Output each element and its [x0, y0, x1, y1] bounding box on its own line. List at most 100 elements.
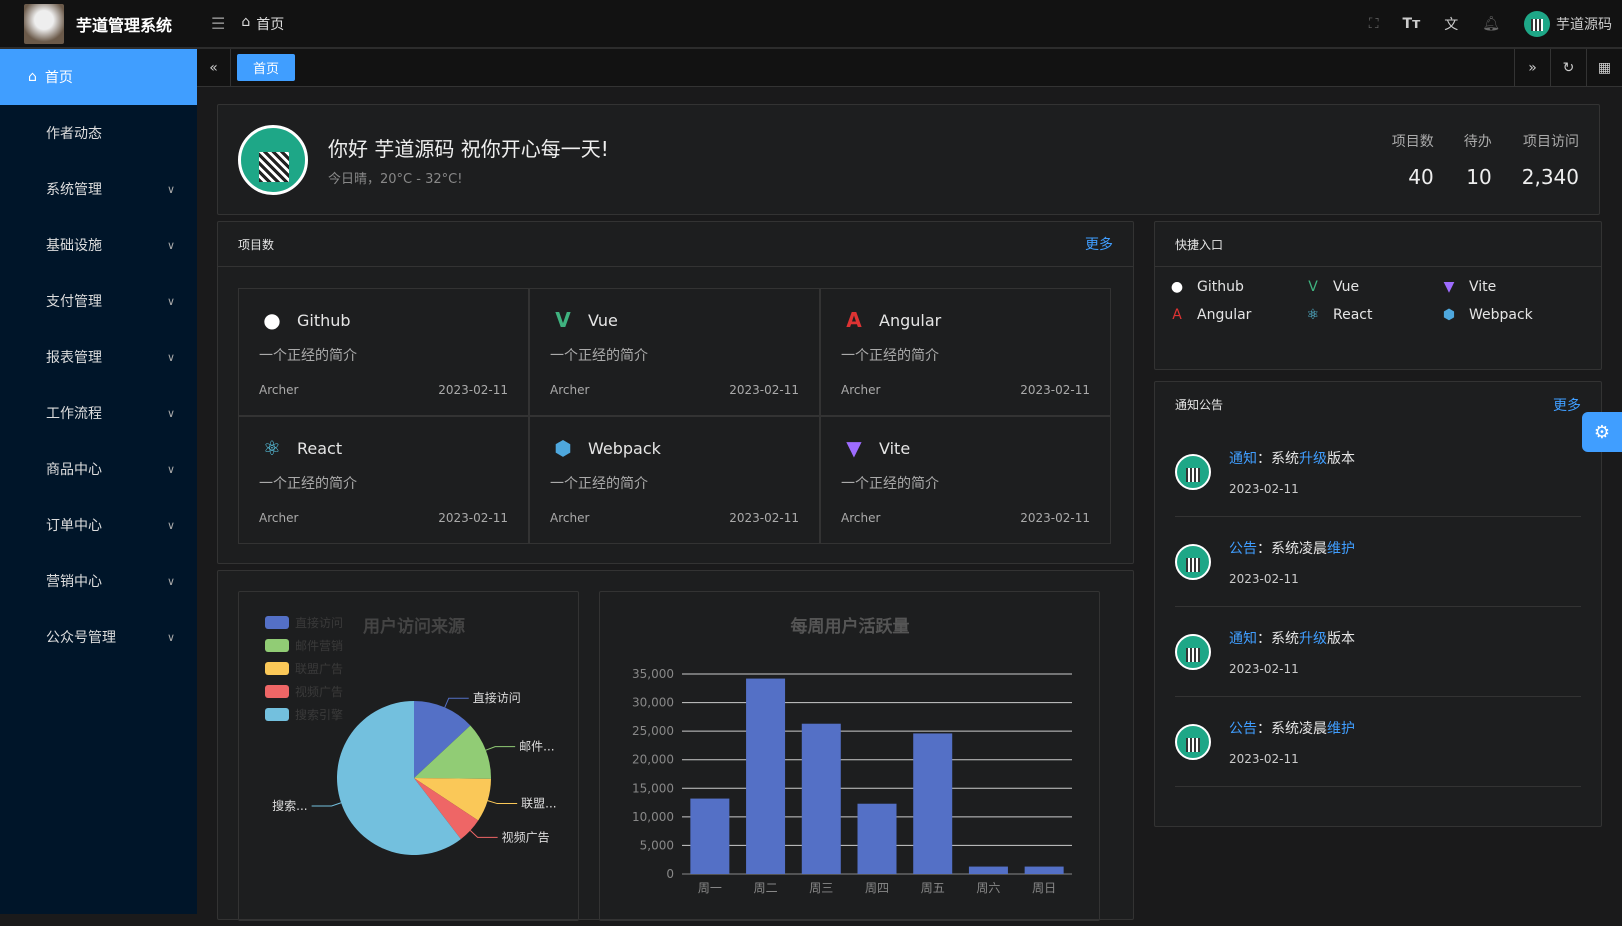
menu-toggle-icon[interactable]: ☰	[211, 14, 225, 33]
webpack-icon: ⬢	[1441, 307, 1457, 323]
stat-label: 项目数	[1392, 131, 1434, 151]
notice-highlight: 升级	[1299, 631, 1327, 647]
sidebar-item[interactable]: 商品中心∨	[0, 441, 197, 497]
quick-link[interactable]: ●Github	[1169, 279, 1305, 295]
breadcrumb: ⌂首页	[241, 14, 284, 34]
projects-title: 项目数	[238, 236, 274, 253]
vite-icon: ▼	[841, 435, 867, 461]
react-icon: ⚛	[1305, 307, 1321, 323]
sidebar-item-label: 报表管理	[46, 347, 102, 367]
avatar	[1175, 634, 1211, 670]
font-size-icon[interactable]: Tт	[1403, 16, 1421, 32]
github-icon: ●	[1169, 279, 1185, 295]
sidebar-item[interactable]: 系统管理∨	[0, 161, 197, 217]
grid-menu-icon[interactable]: ▦	[1586, 49, 1622, 86]
x-tick-label: 周日	[1032, 881, 1056, 895]
notice-more-link[interactable]: 更多	[1553, 395, 1581, 415]
greeting: 你好 芋道源码 祝你开心每一天!	[328, 133, 609, 162]
quick-link[interactable]: ⚛React	[1305, 307, 1441, 323]
projects-more-link[interactable]: 更多	[1085, 234, 1113, 254]
chevron-down-icon: ∨	[167, 519, 175, 532]
refresh-icon[interactable]: ↻	[1550, 49, 1586, 86]
project-name: Angular	[879, 311, 941, 330]
pie-label: 直接访问	[473, 690, 521, 705]
fullscreen-icon[interactable]: ⛶	[1369, 16, 1379, 32]
sidebar-item-label: 作者动态	[46, 123, 102, 143]
sidebar-item[interactable]: 公众号管理 ∨	[0, 609, 197, 665]
sidebar-item[interactable]: 支付管理∨	[0, 273, 197, 329]
sidebar-item[interactable]: 订单中心∨	[0, 497, 197, 553]
label-line	[312, 803, 341, 806]
scroll-left-icon[interactable]: «	[197, 49, 231, 86]
quick-link[interactable]: ▼Vite	[1441, 279, 1577, 295]
sidebar-item-label: 支付管理	[46, 291, 102, 311]
breadcrumb-item[interactable]: 首页	[256, 14, 284, 34]
sidebar-item[interactable]: 基础设施∨	[0, 217, 197, 273]
project-date: 2023-02-11	[729, 383, 799, 397]
pie-label: 搜索...	[272, 798, 307, 813]
sidebar-item-label: 商品中心	[46, 459, 102, 479]
sidebar-item[interactable]: 工作流程 ∨	[0, 385, 197, 441]
project-date: 2023-02-11	[1020, 511, 1090, 525]
sidebar-item-label: 公众号管理	[46, 627, 116, 647]
bar	[690, 799, 729, 874]
bell-icon[interactable]: 🔔︎	[1482, 16, 1500, 32]
x-tick-label: 周二	[754, 881, 778, 895]
user-menu[interactable]: 芋道源码	[1524, 11, 1612, 37]
notice-highlight: 升级	[1299, 451, 1327, 467]
notice-text: 版本	[1327, 451, 1355, 467]
chevron-down-icon: ∨	[167, 631, 175, 644]
settings-gear-icon[interactable]: ⚙	[1582, 412, 1622, 452]
app-logo[interactable]: 芋道管理系统	[0, 4, 197, 44]
sidebar-item-label: 基础设施	[46, 235, 102, 255]
github-icon: ●	[259, 307, 285, 333]
sidebar-item[interactable]: 营销中心∨	[0, 553, 197, 609]
notice-date: 2023-02-11	[1229, 662, 1355, 676]
notice-text: ：系统凌晨	[1257, 721, 1327, 737]
pie-label: 视频广告	[502, 829, 550, 844]
sidebar-item[interactable]: 报表管理 ∨	[0, 329, 197, 385]
project-desc: 一个正经的简介	[841, 473, 1090, 493]
translate-icon[interactable]: 文	[1444, 14, 1458, 34]
sidebar-item[interactable]: ⌂首页	[0, 49, 197, 105]
x-tick-label: 周三	[809, 881, 833, 895]
x-tick-label: 周五	[921, 881, 945, 895]
quick-title: 快捷入口	[1175, 236, 1223, 253]
legend-swatch	[265, 616, 289, 629]
home-icon: ⌂	[28, 69, 37, 85]
stat-value: 10	[1464, 165, 1492, 189]
sidebar-item-label: 工作流程	[46, 403, 102, 423]
quick-link[interactable]: ⬢Webpack	[1441, 307, 1577, 323]
chevron-down-icon: ∨	[167, 407, 175, 420]
pie-chart: 用户访问来源直接访问邮件营销联盟广告视频广告搜索引擎直接访问邮件...联盟...…	[239, 592, 580, 922]
notice-text: ：系统	[1257, 451, 1299, 467]
project-date: 2023-02-11	[729, 511, 799, 525]
tab-home[interactable]: 首页	[237, 54, 295, 81]
project-author: Archer	[259, 383, 298, 397]
sidebar-item[interactable]: 作者动态	[0, 105, 197, 161]
notice-text: ：系统	[1257, 631, 1299, 647]
project-author: Archer	[550, 511, 589, 525]
scroll-right-icon[interactable]: »	[1514, 49, 1550, 86]
notice-highlight: 维护	[1327, 541, 1355, 557]
notice-text: 版本	[1327, 631, 1355, 647]
chevron-down-icon: ∨	[167, 351, 175, 364]
stat-value: 2,340	[1522, 165, 1579, 189]
sidebar-item-label: 营销中心	[46, 571, 102, 591]
